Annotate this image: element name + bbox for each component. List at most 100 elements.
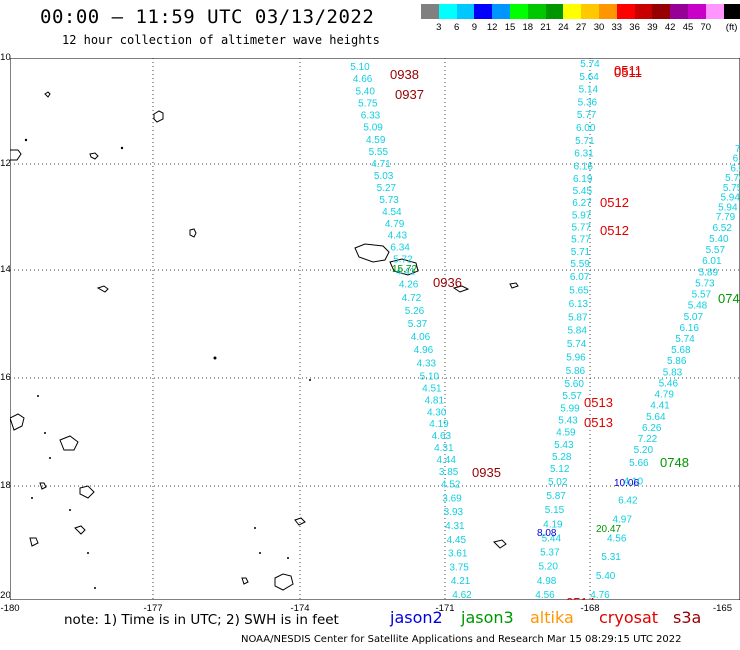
- wave-height-label: 5.10: [350, 62, 370, 73]
- wave-height-label: 5.77: [571, 223, 591, 234]
- pass-time-label: 0513: [584, 415, 613, 430]
- wave-height-label: 6.01: [702, 256, 722, 267]
- wave-height-label: 6.27: [572, 198, 592, 209]
- wave-height-label: 5.73: [695, 278, 715, 289]
- wave-height-label: 4.43: [388, 231, 408, 242]
- pass-time-label: 0513: [584, 395, 613, 410]
- wave-height-label: 4.54: [382, 207, 402, 218]
- island: [44, 91, 51, 98]
- scale-label: 18: [522, 22, 534, 33]
- scale-label: 24: [558, 22, 569, 33]
- color-scale-labels: 3 6 9 12 15 18 21 24 27 30 33 36 39 42 45 70 (ft): [421, 19, 740, 33]
- graticule: [10, 58, 740, 600]
- wave-height-label: 5.77: [571, 235, 591, 246]
- wave-height-label: 10.06: [614, 478, 639, 489]
- scale-swatch: [634, 4, 653, 19]
- wave-height-label: 5.09: [363, 123, 383, 134]
- scale-label: 27: [575, 22, 587, 33]
- island: [39, 482, 47, 490]
- wave-height-label: 4.76: [590, 590, 610, 600]
- lat-tick-label: -20: [0, 590, 11, 601]
- island-upolu: [354, 243, 390, 263]
- pass-time-label: 0514: [566, 595, 595, 600]
- wave-height-label: 5.75: [358, 98, 378, 109]
- wave-height-label: 5.86: [566, 366, 586, 377]
- scale-label: 36: [629, 22, 640, 33]
- scale-label: (ft): [725, 22, 738, 33]
- wave-height-label: 5.40: [709, 234, 729, 245]
- map-subtitle: 12 hour collection of altimeter wave hei…: [62, 33, 380, 47]
- pass-time-label: 0512: [600, 195, 629, 210]
- island: [10, 413, 25, 431]
- wave-height-label: 5.03: [374, 171, 394, 182]
- scale-swatch: [705, 4, 724, 19]
- footer-credit: NOAA/NESDIS Center for Satellite Applica…: [241, 634, 682, 645]
- wave-height-label: 5.68: [671, 345, 691, 356]
- wave-height-label: 5.10: [420, 371, 440, 382]
- wave-height-label: 3.69: [442, 493, 462, 504]
- wave-height-label: 5.64: [646, 412, 666, 423]
- color-scale: 3 6 9 12 15 18 21 24 27 30 33 36 39 42 45 70 (ft): [421, 4, 740, 33]
- scale-label: 6: [453, 22, 460, 33]
- wave-height-label: 4.59: [556, 428, 576, 439]
- pass-time-label: 0936: [433, 275, 462, 290]
- wave-height-label: 3.93: [444, 507, 464, 518]
- wave-height-label: 5.73: [379, 195, 399, 206]
- island: [153, 110, 164, 123]
- wave-height-label: 4.81: [425, 395, 445, 406]
- wave-height-label: 5.28: [552, 452, 572, 463]
- scale-swatch: [474, 4, 493, 19]
- island: [29, 537, 39, 547]
- wave-height-label: 6.00: [576, 123, 596, 134]
- wave-height-label: 5.89: [699, 267, 719, 278]
- wave-height-label: 4.97: [612, 514, 632, 525]
- wave-height-label: 4.59: [366, 135, 386, 146]
- pass-time-label: 0937: [395, 87, 424, 102]
- wave-height-label: 4.44: [436, 455, 456, 466]
- scale-swatch: [509, 4, 528, 19]
- island: [89, 152, 99, 160]
- wave-height-label: 4.52: [441, 480, 461, 491]
- scale-label: 39: [647, 22, 658, 33]
- wave-height-label: 5.84: [567, 326, 587, 337]
- wave-height-label: 5.15: [545, 505, 565, 516]
- scale-swatch: [598, 4, 617, 19]
- wave-height-label: 6.16: [679, 323, 699, 334]
- wave-height-label: 5.77: [577, 110, 597, 121]
- scale-swatch: [687, 4, 706, 19]
- color-scale-bar: [421, 4, 740, 19]
- wave-height-label: 5.12: [550, 464, 570, 475]
- wave-height-label: 5.83: [663, 367, 683, 378]
- wave-height-label: 4.26: [399, 280, 419, 291]
- wave-height-label: 5.40: [355, 86, 375, 97]
- wave-height-label: 6.52: [712, 223, 732, 234]
- scale-label: 21: [540, 22, 551, 33]
- wave-height-label: 6.07: [570, 272, 590, 283]
- lat-tick-label: -16: [0, 372, 11, 383]
- pass-time-label: 0511: [614, 63, 642, 78]
- scale-label: 15: [504, 22, 516, 33]
- wave-height-label: 5.45: [573, 186, 593, 197]
- scale-swatch: [563, 4, 582, 19]
- wave-height-label: 4.72: [402, 293, 422, 304]
- lon-tick-label: -174: [290, 603, 310, 614]
- scale-swatch: [527, 4, 546, 19]
- wave-height-label: 3.75: [449, 562, 469, 573]
- wave-height-label: 5.74: [675, 334, 695, 345]
- scale-label: 12: [486, 22, 498, 33]
- wave-height-label: 5.57: [562, 391, 582, 402]
- scale-label: 45: [682, 22, 694, 33]
- scale-label: 9: [471, 22, 478, 33]
- wave-height-label: 4.66: [353, 74, 373, 85]
- scale-swatch: [421, 4, 439, 19]
- pass-time-label: 0748: [660, 455, 689, 470]
- wave-height-label: 6.33: [361, 111, 381, 122]
- island: [59, 435, 79, 451]
- wave-height-label: 5.74: [580, 59, 600, 70]
- track-annotations: 0938093709360935051105110512051205130513…: [390, 63, 740, 600]
- wave-height-label: 6.31: [574, 149, 594, 160]
- wave-height-label: 4.71: [371, 159, 391, 170]
- wave-height-label: 5.65: [569, 286, 589, 297]
- wave-height-label: 5.46: [659, 378, 679, 389]
- scale-swatch: [545, 4, 564, 19]
